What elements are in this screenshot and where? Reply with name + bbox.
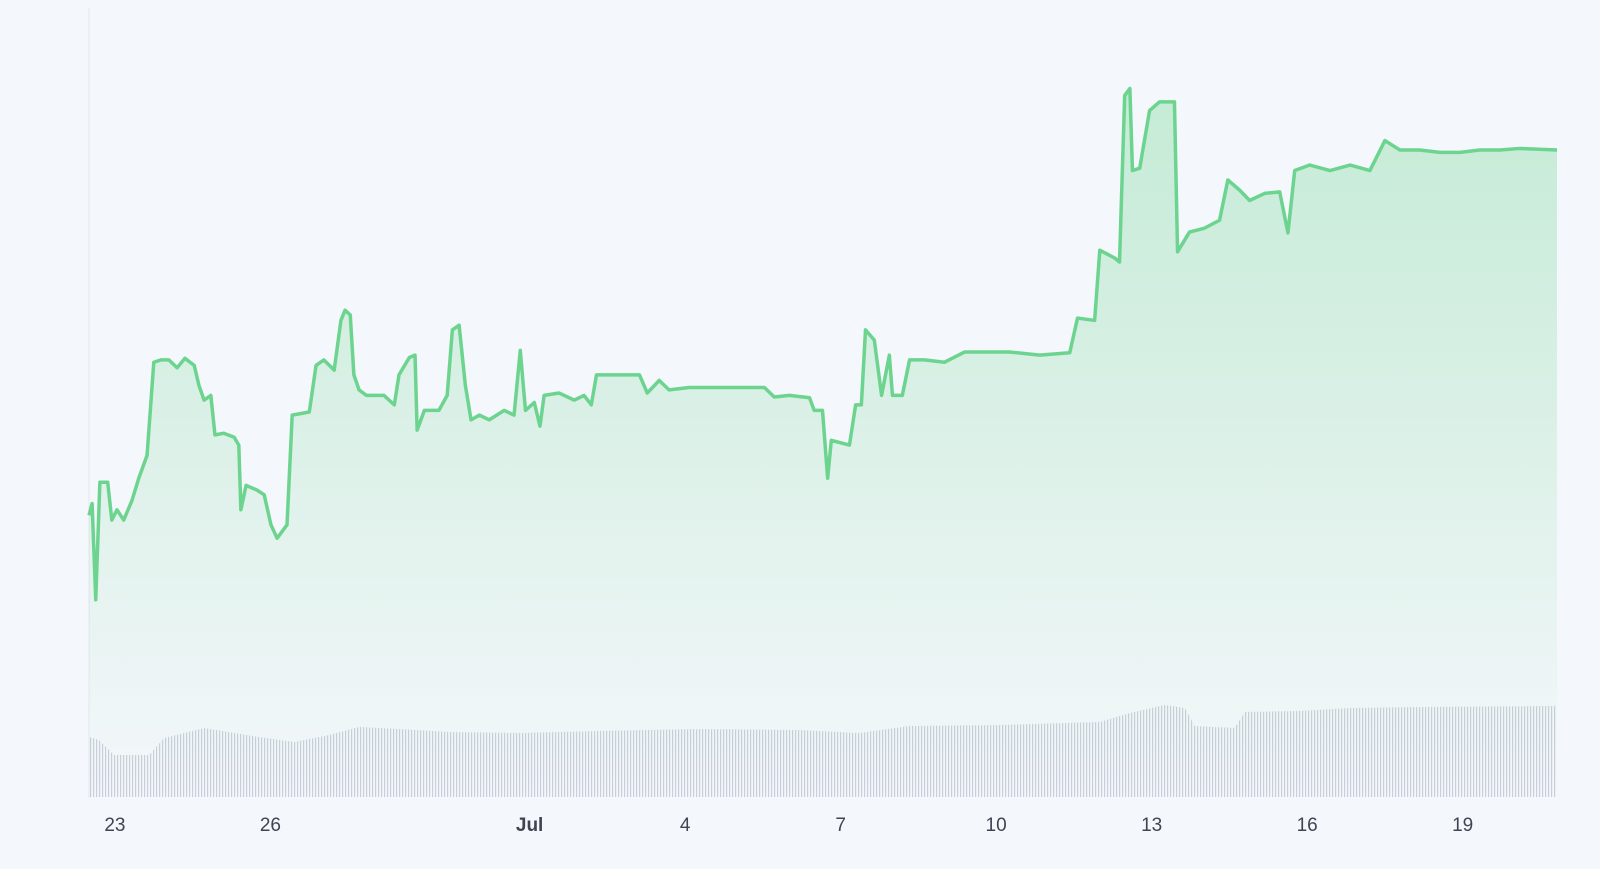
- x-tick-label: 23: [104, 815, 125, 836]
- price-area: [89, 88, 1557, 797]
- x-tick-label: Jul: [516, 815, 543, 836]
- x-tick-label: 13: [1141, 815, 1162, 836]
- x-tick-label: 19: [1452, 815, 1473, 836]
- x-tick-label: 26: [260, 815, 281, 836]
- x-tick-label: 10: [986, 815, 1007, 836]
- x-tick-label: 16: [1297, 815, 1318, 836]
- x-tick-label: 7: [835, 815, 846, 836]
- x-tick-label: 4: [680, 815, 691, 836]
- price-line: [87, 86, 1558, 602]
